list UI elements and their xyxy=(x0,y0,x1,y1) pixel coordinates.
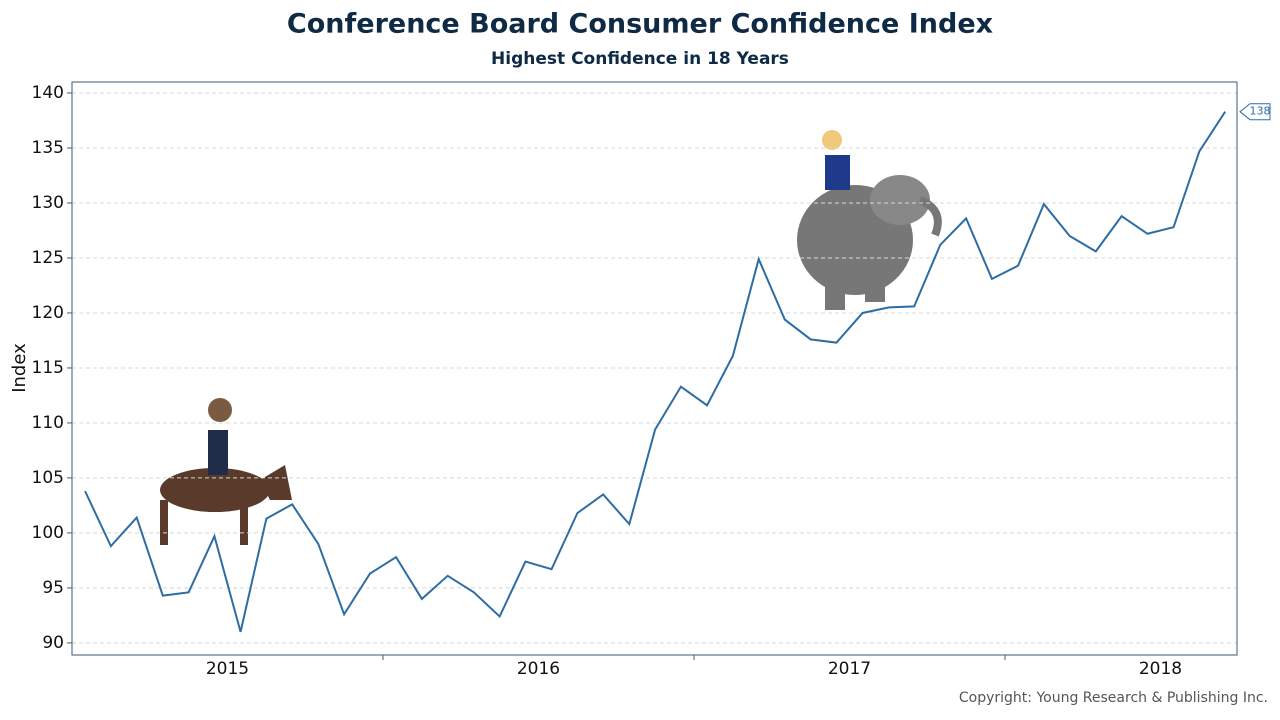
x-tick-label: 2018 xyxy=(1139,659,1182,679)
y-tick-label: 90 xyxy=(42,633,64,653)
y-tick-label: 110 xyxy=(32,413,64,433)
y-tick-label: 140 xyxy=(32,83,64,103)
y-tick-label: 125 xyxy=(32,248,64,268)
chart-title: Conference Board Consumer Confidence Ind… xyxy=(287,9,993,40)
y-tick-label: 105 xyxy=(32,468,64,488)
x-tick-label: 2017 xyxy=(828,659,871,679)
y-tick-label: 100 xyxy=(32,523,64,543)
x-tick-label: 2015 xyxy=(206,659,249,679)
copyright: Copyright: Young Research & Publishing I… xyxy=(959,690,1268,706)
end-label-box xyxy=(1239,103,1271,121)
y-axis-label: Index xyxy=(9,343,30,393)
elephant-cartoon xyxy=(797,130,942,310)
plot-frame xyxy=(71,81,1238,656)
donkey-cartoon xyxy=(160,398,292,545)
y-tick-label: 120 xyxy=(32,303,64,323)
y-tick-label: 130 xyxy=(32,193,64,213)
x-tick-label: 2016 xyxy=(517,659,560,679)
y-tick-label: 135 xyxy=(32,138,64,158)
chart-subtitle: Highest Confidence in 18 Years xyxy=(491,49,789,69)
y-tick-label: 115 xyxy=(32,358,64,378)
line xyxy=(84,111,1227,633)
y-tick-label: 95 xyxy=(42,578,64,598)
end-label: 138 xyxy=(1250,105,1271,118)
